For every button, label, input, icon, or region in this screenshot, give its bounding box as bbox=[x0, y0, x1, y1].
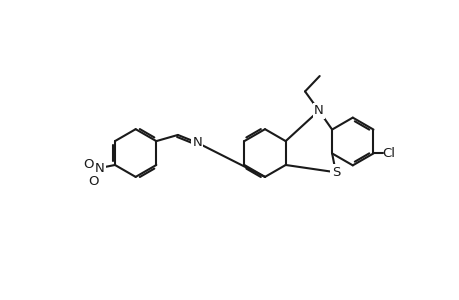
Text: N: N bbox=[192, 136, 202, 149]
Text: O: O bbox=[84, 158, 94, 171]
Text: S: S bbox=[331, 166, 339, 179]
Text: Cl: Cl bbox=[381, 147, 394, 160]
Text: N: N bbox=[95, 162, 104, 175]
Text: N: N bbox=[313, 104, 323, 117]
Text: O: O bbox=[88, 175, 98, 188]
